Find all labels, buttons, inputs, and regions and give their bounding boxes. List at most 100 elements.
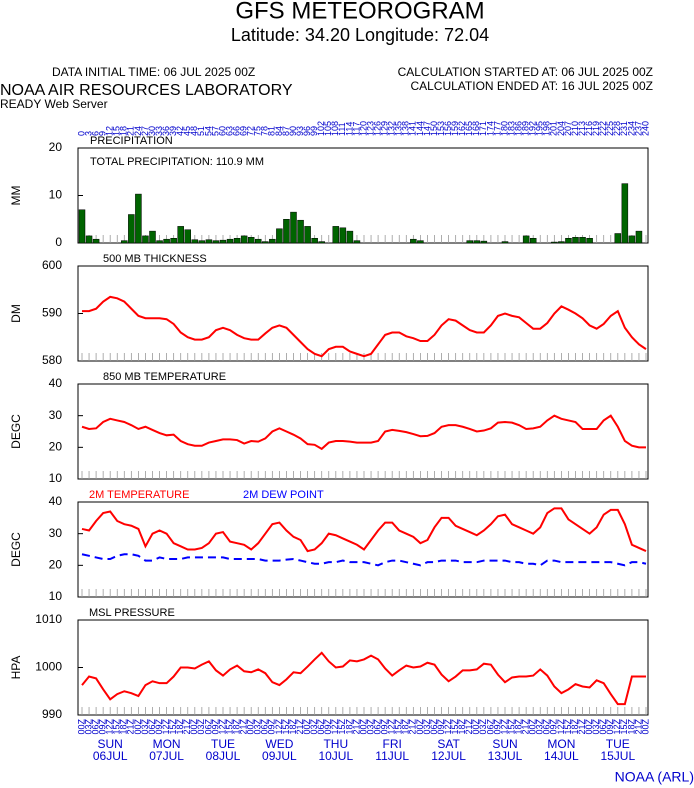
y-tick-label: 1010	[35, 612, 62, 626]
precip-bar	[269, 238, 276, 244]
panel-title: 500 MB THICKNESS	[103, 253, 207, 265]
bottom-hour-label: 21Z	[577, 719, 587, 735]
bottom-hour-label: 15Z	[563, 719, 573, 735]
top-hour-label: 159	[450, 121, 460, 136]
top-hour-label: 96	[302, 126, 312, 136]
y-tick-label: 30	[49, 526, 63, 540]
bottom-hour-label: 06Z	[260, 719, 270, 735]
y-tick-label: 40	[49, 376, 63, 390]
precip-bar	[233, 238, 241, 244]
precip-bar	[212, 240, 220, 244]
bottom-hour-label: 18Z	[231, 719, 241, 735]
top-hour-label: 54	[203, 126, 213, 136]
panel-frame	[77, 501, 649, 598]
precip-bar	[353, 240, 361, 244]
lab-name: NOAA AIR RESOURCES LABORATORY	[0, 82, 293, 99]
bottom-hour-label: 21Z	[521, 719, 531, 735]
top-hour-label: 174	[485, 121, 495, 136]
precip-bar	[184, 229, 191, 244]
top-hour-label: 198	[542, 121, 552, 136]
bottom-hour-label: 12Z	[217, 719, 227, 735]
precip-bar	[572, 237, 579, 244]
day-label: THU	[323, 737, 348, 751]
precip-bar	[522, 235, 530, 244]
precip-bar	[529, 238, 537, 244]
bottom-hour-label: 00Z	[415, 719, 425, 735]
bottom-hour-label: 18Z	[401, 719, 411, 735]
top-hour-label: 123	[365, 121, 375, 136]
precip-bar	[78, 209, 86, 244]
day-label: WED	[265, 737, 293, 751]
panel-frame	[77, 265, 649, 362]
precip-bar	[85, 235, 93, 244]
y-tick-label: 10	[49, 188, 63, 202]
initial-time: DATA INITIAL TIME: 06 JUL 2025 00Z	[52, 65, 255, 79]
top-hour-label: 126	[372, 121, 382, 136]
top-hour-label: 183	[506, 121, 516, 136]
series-line	[81, 414, 646, 451]
precip-bar	[579, 237, 586, 244]
top-hour-label: 213	[577, 121, 587, 136]
bottom-hour-label: 09Z	[549, 719, 559, 735]
top-hour-label: 69	[239, 126, 249, 136]
precip-bar	[163, 238, 170, 244]
top-hour-label: 93	[295, 126, 305, 136]
calc-started: CALCULATION STARTED AT: 06 JUL 2025 00Z	[398, 65, 653, 79]
legend-entry: 2M TEMPERATURE	[89, 489, 189, 501]
y-axis-label: DEGC	[9, 532, 23, 567]
bottom-hour-label: 12Z	[274, 719, 284, 735]
precip-bar	[205, 239, 213, 244]
top-hour-label: 162	[457, 121, 467, 136]
top-hour-label: 141	[408, 121, 418, 136]
date-label: 11JUL	[375, 749, 409, 763]
top-hour-label: 207	[563, 121, 573, 136]
y-tick-label: 10	[49, 589, 63, 603]
bottom-hour-label: 21Z	[126, 719, 136, 735]
panel-frame	[77, 619, 649, 716]
bottom-hour-label: 18Z	[570, 719, 580, 735]
top-hour-label: 132	[387, 121, 397, 136]
bottom-hour-label: 15Z	[506, 719, 516, 735]
precip-bar	[191, 239, 199, 244]
top-hour-label: 195	[535, 121, 545, 136]
top-hour-label: 204	[556, 121, 566, 136]
bottom-hour-label: 09Z	[210, 719, 220, 735]
top-hour-label: 111	[337, 122, 347, 136]
top-hour-label: 45	[182, 126, 192, 136]
precip-bar	[262, 241, 269, 244]
bottom-hour-label: 09Z	[154, 719, 164, 735]
top-hour-label: 63	[224, 126, 234, 136]
bottom-hour-label: 09Z	[98, 719, 108, 735]
bottom-hour-label: 18Z	[626, 719, 636, 735]
precip-bar	[318, 241, 325, 244]
top-hour-label: 216	[584, 121, 594, 136]
top-hour-label: 90	[288, 126, 298, 136]
top-hour-label: 192	[528, 121, 538, 136]
day-label: TUE	[606, 737, 630, 751]
precip-bar	[480, 240, 488, 244]
y-tick-label: 40	[49, 494, 63, 508]
top-hour-label: 30	[147, 126, 157, 136]
y-tick-label: 990	[42, 707, 62, 721]
day-label: SUN	[98, 737, 123, 751]
bottom-hour-label: 00Z	[302, 719, 312, 735]
bottom-hour-label: 18Z	[344, 719, 354, 735]
top-hour-label: 138	[401, 121, 411, 136]
top-hour-label: 15	[112, 126, 122, 136]
top-hour-label: 180	[499, 121, 509, 136]
top-hour-label: 186	[513, 121, 523, 136]
bottom-hour-label: 03Z	[196, 719, 206, 735]
top-hour-label: 87	[281, 126, 291, 136]
top-hour-label: 60	[217, 126, 227, 136]
precip-bar	[586, 238, 593, 244]
server: READY Web Server	[0, 97, 108, 111]
top-hour-label: 36	[161, 126, 171, 136]
day-label: MON	[547, 737, 575, 751]
precip-bar	[177, 226, 184, 244]
bottom-hour-label: 03Z	[83, 719, 93, 735]
top-hour-label: 171	[478, 121, 488, 136]
y-axis-label: HPA	[9, 656, 23, 680]
top-hour-label: 66	[231, 126, 241, 136]
top-hour-label: 201	[549, 121, 559, 136]
precip-bar	[410, 238, 417, 244]
